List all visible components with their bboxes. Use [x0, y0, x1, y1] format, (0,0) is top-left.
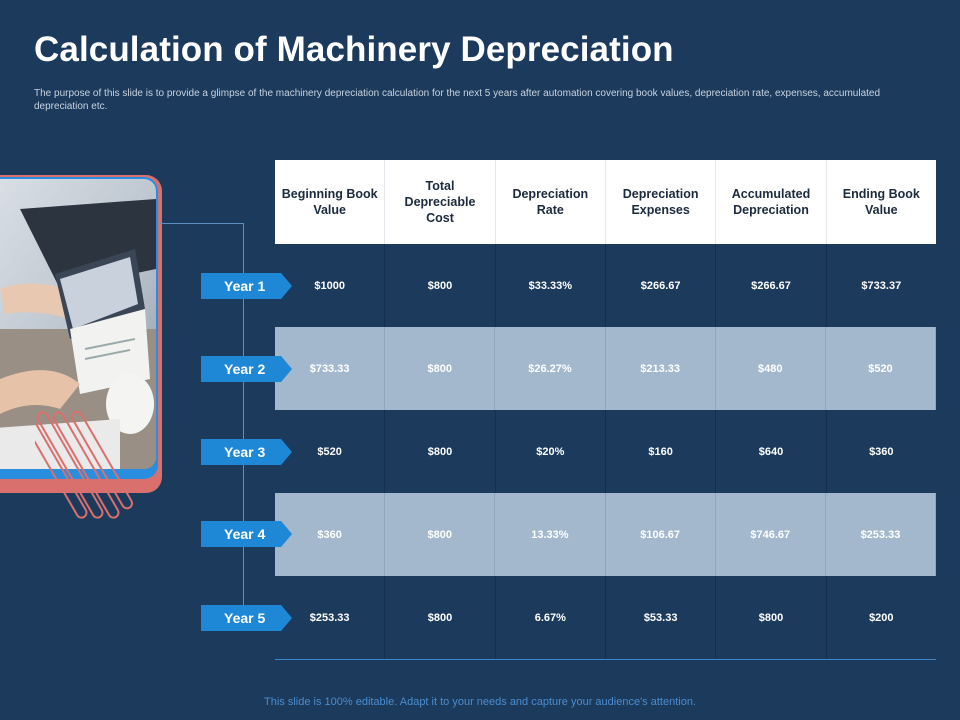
table-cell: $800: [385, 576, 496, 659]
table-cell: $266.67: [716, 244, 827, 327]
table-cell: $53.33: [606, 576, 717, 659]
table-cell: $26.27%: [495, 327, 606, 410]
header-depreciation-rate: Depreciation Rate: [496, 160, 606, 244]
table-cell: $800: [385, 410, 496, 493]
table-cell: $200: [869, 611, 894, 624]
table-cell: $360: [275, 493, 386, 576]
table-cell: $800: [385, 493, 496, 576]
table-cell: $733.33: [275, 327, 386, 410]
table-cell: $1000: [275, 244, 386, 327]
table-row: $520 $800 $20% $160 $640 $360: [275, 410, 936, 493]
table-cell: $640: [716, 410, 827, 493]
table-cell: $106.67: [606, 493, 716, 576]
table-header-row: Beginning Book Value Total Depreciable C…: [275, 160, 936, 244]
table-row: $733.33 $800 $26.27% $213.33 $480 $520: [275, 327, 937, 410]
table-cell: $480: [716, 327, 826, 410]
year-4-tag: Year 4: [201, 521, 292, 547]
year-3-tag: Year 3: [201, 439, 292, 465]
table-cell: $20%: [496, 410, 606, 493]
header-ending-book-value: Ending Book Value: [842, 187, 920, 217]
depreciation-table: Beginning Book Value Total Depreciable C…: [275, 160, 937, 660]
header-beginning-book-value: Beginning Book Value: [275, 160, 386, 244]
year-1-tag: Year 1: [201, 273, 292, 299]
table-cell: $213.33: [606, 327, 716, 410]
table-cell: $520: [275, 410, 386, 493]
connector-line-horizontal: [160, 223, 244, 224]
table-cell: $733.37: [861, 279, 902, 292]
page-title: Calculation of Machinery Depreciation: [34, 30, 674, 69]
year-5-tag: Year 5: [201, 605, 292, 631]
footer-note: This slide is 100% editable. Adapt it to…: [264, 696, 696, 708]
business-meeting-photo: [0, 179, 156, 469]
header-accumulated-depreciation: Accumulated Depreciation: [716, 160, 827, 244]
year-2-tag: Year 2: [201, 356, 292, 382]
table-cell: $746.67: [716, 493, 826, 576]
table-cell: $253.33: [275, 576, 386, 659]
paperclips-decoration: [35, 410, 133, 519]
header-depreciation-expenses: Depreciation Expenses: [606, 160, 717, 244]
table-cell: $520: [826, 327, 937, 410]
table-cell: $33.33%: [496, 244, 606, 327]
header-total-depreciable-cost: Total Depreciable Cost: [385, 160, 496, 244]
table-cell: $160: [606, 410, 717, 493]
table-cell: 6.67%: [496, 576, 606, 659]
table-cell: 13.33%: [495, 493, 606, 576]
table-cell: $360: [869, 445, 894, 458]
table-cell: $266.67: [606, 244, 717, 327]
table-row: $360 $800 13.33% $106.67 $746.67 $253.33: [275, 493, 937, 576]
table-cell: $800: [385, 244, 496, 327]
table-cell: $800: [385, 327, 496, 410]
table-bottom-border: [275, 659, 936, 660]
table-row: $1000 $800 $33.33% $266.67 $266.67 $733.…: [275, 244, 936, 327]
photo-frame: [0, 175, 162, 519]
page-subtitle: The purpose of this slide is to provide …: [34, 88, 881, 112]
table-cell: $253.33: [826, 493, 937, 576]
table-row: $253.33 $800 6.67% $53.33 $800 $200: [275, 576, 936, 659]
connector-line-vertical: [243, 223, 244, 618]
table-cell: $800: [716, 576, 827, 659]
